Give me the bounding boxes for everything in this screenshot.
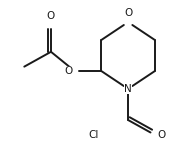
Text: O: O bbox=[157, 130, 165, 140]
Text: O: O bbox=[64, 66, 73, 76]
Text: O: O bbox=[47, 11, 55, 21]
Text: Cl: Cl bbox=[89, 130, 99, 140]
Text: O: O bbox=[124, 8, 132, 18]
Text: N: N bbox=[124, 84, 132, 94]
